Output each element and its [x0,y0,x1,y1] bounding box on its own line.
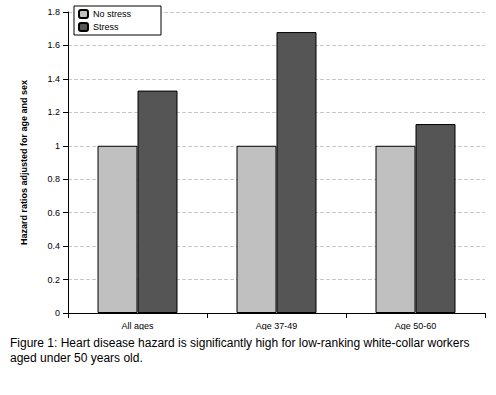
svg-text:0.8: 0.8 [47,174,60,184]
svg-text:1.8: 1.8 [47,7,60,17]
svg-text:1: 1 [55,141,60,151]
svg-text:No stress: No stress [93,9,132,19]
svg-text:0: 0 [55,308,60,318]
svg-text:0.6: 0.6 [47,208,60,218]
svg-text:Age 50-60: Age 50-60 [395,321,437,331]
svg-text:1.2: 1.2 [47,107,60,117]
svg-text:All ages: All ages [121,321,154,331]
svg-text:Hazard ratios adjusted for age: Hazard ratios adjusted for age and sex [19,80,29,245]
svg-text:Age 37-49: Age 37-49 [256,321,298,331]
html-text:Figure 1: Heart disease hazard: Figure 1: Heart disease hazard is signif… [10,336,470,365]
svg-text:1.6: 1.6 [47,40,60,50]
svg-text:1.4: 1.4 [47,74,60,84]
svg-text:0.2: 0.2 [47,275,60,285]
svg-text:Stress: Stress [93,22,119,32]
svg-text:0.4: 0.4 [47,241,60,251]
